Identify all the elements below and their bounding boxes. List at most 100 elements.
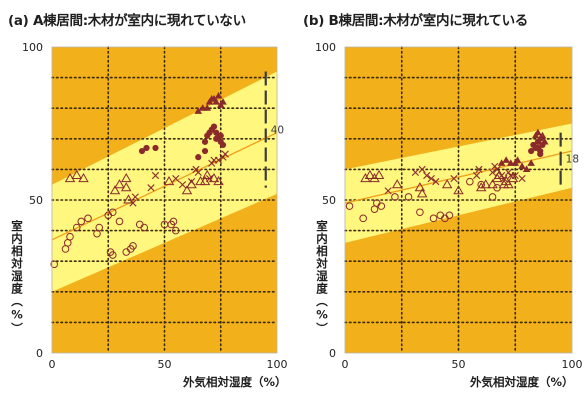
- data-point-circle-open: [391, 193, 399, 201]
- panel-b-y-tick-label: 100: [315, 41, 336, 54]
- data-point-x: [147, 184, 155, 192]
- data-point-x: [491, 162, 499, 170]
- data-point-x: [205, 174, 214, 183]
- data-point-triangle-filled: [194, 107, 203, 114]
- data-point-circle-open: [429, 214, 438, 223]
- data-point-circle-open: [359, 214, 367, 223]
- data-point-triangle-filled: [219, 98, 227, 105]
- data-point-x: [208, 159, 216, 167]
- data-point-circle-open: [72, 223, 81, 232]
- data-point-x: [418, 165, 426, 173]
- panel-a-trend-line: [51, 132, 278, 241]
- data-point-triangle-open: [373, 169, 385, 180]
- data-point-circle-filled: [143, 144, 150, 152]
- data-point-circle-open: [445, 211, 454, 220]
- data-point-x: [518, 174, 526, 183]
- panel-a-x-axis-label: 外気相対湿度（%）: [183, 375, 287, 389]
- data-point-x: [498, 171, 506, 180]
- data-point-triangle-open: [181, 185, 193, 195]
- data-point-x: [192, 165, 200, 173]
- data-point-x: [178, 181, 187, 189]
- data-point-circle-open: [50, 260, 59, 269]
- data-point-circle-open: [84, 214, 92, 223]
- data-point-circle-filled: [213, 135, 220, 142]
- panel-b-y-axis-label: 室内相対湿度（%）: [315, 220, 329, 335]
- data-point-triangle-open: [121, 172, 132, 183]
- data-point-circle-open: [115, 217, 124, 226]
- panel-a-frame: [51, 46, 278, 354]
- data-point-circle-filled: [138, 147, 146, 155]
- data-point-triangle-open: [64, 172, 76, 183]
- panel-a-x-tick-label: 0: [49, 358, 56, 371]
- panel-b-title: (b) B棟居間:木材が室内に現れている: [303, 13, 528, 29]
- panel-b-x-tick-label: 50: [452, 358, 466, 371]
- data-point-circle-open: [477, 180, 486, 189]
- panel-a-y-tick-label: 100: [22, 41, 43, 54]
- data-point-triangle-filled: [214, 91, 223, 99]
- data-point-triangle-filled: [540, 137, 549, 145]
- data-point-triangle-open: [202, 169, 213, 180]
- data-point-x: [493, 165, 501, 173]
- data-point-circle-open: [66, 232, 74, 241]
- data-point-triangle-open: [360, 172, 371, 183]
- data-point-triangle-open: [213, 176, 224, 186]
- data-point-circle-open: [493, 183, 501, 192]
- data-point-triangle-open: [78, 172, 89, 183]
- data-point-x: [221, 150, 229, 158]
- data-point-triangle-open: [441, 179, 453, 189]
- data-point-triangle-open: [391, 179, 403, 189]
- data-point-x: [427, 174, 435, 183]
- data-point-x: [151, 171, 160, 180]
- data-point-x: [129, 199, 137, 207]
- data-point-x: [475, 165, 483, 173]
- panel-b-x-axis-label: 外気相対湿度（%）: [470, 375, 574, 389]
- data-point-circle-filled: [528, 147, 535, 155]
- data-point-circle-open: [171, 226, 180, 235]
- panel-a-x-tick-label: 50: [158, 358, 172, 371]
- data-point-circle-open: [377, 202, 386, 210]
- data-point-triangle-open: [453, 185, 464, 195]
- data-point-x: [172, 174, 180, 183]
- panel-a-y-axis-label: 室内相対湿度（%）: [10, 220, 24, 335]
- data-point-x: [187, 178, 196, 186]
- data-point-circle-open: [345, 202, 354, 210]
- data-point-circle-open: [169, 217, 178, 226]
- data-point-x: [432, 178, 440, 186]
- data-point-triangle-open: [123, 194, 134, 204]
- panel-a-x-tick-label: 100: [267, 358, 288, 371]
- panel-b-y-tick-label: 0: [329, 347, 336, 360]
- data-point-triangle-open: [121, 182, 132, 192]
- panel-a-y-tick-label: 0: [36, 347, 43, 360]
- data-point-triangle-open: [208, 172, 220, 183]
- data-point-circle-filled: [210, 123, 218, 130]
- data-point-triangle-open: [503, 179, 514, 189]
- panel-a-plot: 40 0 50 100 0 50 100: [22, 41, 288, 371]
- data-point-circle-filled: [537, 151, 544, 158]
- data-point-triangle-open: [416, 188, 428, 198]
- data-point-triangle-filled: [513, 156, 522, 163]
- data-point-x: [194, 168, 202, 177]
- data-point-triangle-filled: [518, 162, 526, 169]
- data-point-triangle-filled: [538, 131, 547, 139]
- data-point-triangle-open: [364, 169, 376, 180]
- data-point-circle-filled: [152, 144, 159, 152]
- data-point-triangle-filled: [527, 159, 535, 166]
- data-point-x: [411, 168, 419, 177]
- data-point-x: [504, 168, 513, 177]
- data-point-circle-filled: [201, 138, 209, 145]
- data-point-triangle-filled: [522, 165, 531, 172]
- data-point-circle-filled: [217, 132, 224, 139]
- panel-a-range-label: 40: [271, 125, 284, 137]
- data-point-circle-open: [108, 251, 117, 259]
- data-point-circle-open: [416, 208, 424, 217]
- panel-b-x-tick-label: 100: [562, 358, 583, 371]
- data-point-triangle-filled: [212, 98, 221, 105]
- data-point-x: [511, 171, 519, 180]
- data-point-circle-open: [404, 193, 413, 201]
- data-point-x: [384, 187, 392, 195]
- data-point-triangle-filled: [497, 159, 506, 166]
- data-point-triangle-filled: [502, 156, 510, 163]
- data-point-circle-filled: [201, 147, 209, 155]
